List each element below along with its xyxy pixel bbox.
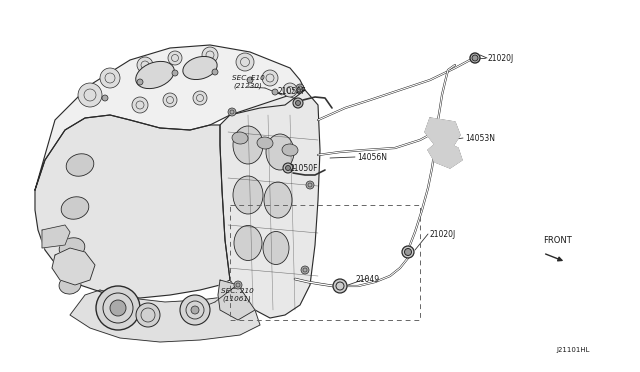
Text: FRONT: FRONT — [543, 235, 572, 244]
Circle shape — [228, 108, 236, 116]
Text: 21049: 21049 — [356, 276, 380, 285]
Circle shape — [78, 83, 102, 107]
Polygon shape — [428, 140, 462, 168]
Text: 21020J: 21020J — [487, 54, 513, 62]
Circle shape — [272, 89, 278, 95]
Ellipse shape — [59, 276, 81, 294]
Polygon shape — [52, 248, 95, 285]
Circle shape — [168, 51, 182, 65]
Ellipse shape — [282, 144, 298, 156]
Polygon shape — [35, 45, 305, 190]
Circle shape — [306, 181, 314, 189]
Circle shape — [191, 306, 199, 314]
Text: SEC. E10
(21230): SEC. E10 (21230) — [232, 75, 264, 89]
Circle shape — [470, 53, 480, 63]
Ellipse shape — [233, 176, 263, 214]
Ellipse shape — [264, 182, 292, 218]
Polygon shape — [220, 90, 320, 318]
Circle shape — [137, 57, 153, 73]
Circle shape — [236, 53, 254, 71]
Circle shape — [96, 286, 140, 330]
Circle shape — [180, 295, 210, 325]
Text: 14053N: 14053N — [465, 134, 495, 142]
Circle shape — [100, 68, 120, 88]
Ellipse shape — [266, 134, 294, 170]
Circle shape — [472, 55, 478, 61]
Ellipse shape — [234, 225, 262, 260]
Ellipse shape — [233, 126, 263, 164]
Text: 21050F: 21050F — [290, 164, 319, 173]
Circle shape — [137, 79, 143, 85]
Ellipse shape — [232, 132, 248, 144]
Circle shape — [301, 266, 309, 274]
Ellipse shape — [263, 231, 289, 264]
Ellipse shape — [136, 61, 174, 89]
Polygon shape — [425, 118, 460, 148]
Text: J21101HL: J21101HL — [557, 347, 590, 353]
Circle shape — [212, 69, 218, 75]
Circle shape — [247, 77, 253, 83]
Text: 21050F: 21050F — [277, 87, 305, 96]
Circle shape — [193, 91, 207, 105]
Ellipse shape — [59, 238, 85, 258]
Ellipse shape — [257, 137, 273, 149]
Circle shape — [132, 97, 148, 113]
Circle shape — [285, 166, 291, 170]
Circle shape — [172, 70, 178, 76]
Ellipse shape — [66, 154, 94, 176]
Circle shape — [283, 163, 293, 173]
Ellipse shape — [61, 197, 89, 219]
Circle shape — [293, 98, 303, 108]
Text: SEC. 210
(11061): SEC. 210 (11061) — [221, 288, 253, 302]
Circle shape — [102, 95, 108, 101]
Polygon shape — [35, 115, 230, 298]
Circle shape — [163, 93, 177, 107]
Circle shape — [402, 246, 414, 258]
Circle shape — [136, 303, 160, 327]
Text: 21020J: 21020J — [430, 230, 456, 238]
Circle shape — [404, 248, 412, 256]
Circle shape — [296, 84, 304, 92]
Polygon shape — [218, 280, 255, 320]
Circle shape — [262, 70, 278, 86]
Circle shape — [202, 47, 218, 63]
Circle shape — [283, 83, 297, 97]
Circle shape — [296, 100, 301, 106]
Text: 14056N: 14056N — [357, 153, 387, 161]
Polygon shape — [42, 225, 70, 248]
Circle shape — [333, 279, 347, 293]
Circle shape — [110, 300, 126, 316]
Circle shape — [234, 281, 242, 289]
Ellipse shape — [183, 57, 217, 80]
Polygon shape — [70, 290, 260, 342]
